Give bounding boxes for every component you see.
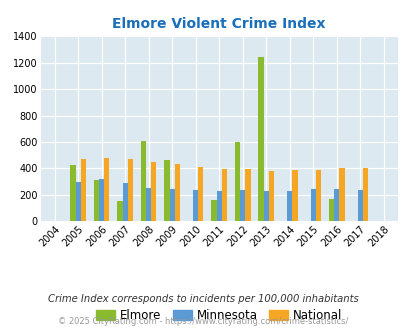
Bar (245, 169, 250, 221)
Bar (362, 168, 367, 221)
Title: Elmore Violent Crime Index: Elmore Violent Crime Index (112, 17, 325, 31)
Bar (268, 171, 273, 221)
Bar (286, 191, 292, 221)
Bar (216, 191, 221, 221)
Bar (221, 169, 226, 221)
Bar (328, 199, 333, 221)
Bar (128, 159, 133, 221)
Bar (339, 168, 344, 221)
Bar (122, 183, 128, 221)
Bar (117, 201, 122, 221)
Bar (70, 165, 75, 221)
Bar (141, 141, 146, 221)
Bar (292, 170, 297, 221)
Bar (75, 182, 81, 221)
Bar (234, 142, 240, 221)
Bar (146, 188, 151, 221)
Bar (211, 200, 216, 221)
Text: © 2025 CityRating.com - https://www.cityrating.com/crime-statistics/: © 2025 CityRating.com - https://www.city… (58, 317, 347, 326)
Bar (240, 190, 245, 221)
Legend: Elmore, Minnesota, National: Elmore, Minnesota, National (91, 305, 346, 327)
Bar (151, 162, 156, 221)
Bar (357, 190, 362, 221)
Bar (315, 170, 320, 221)
Bar (104, 158, 109, 221)
Bar (198, 167, 203, 221)
Bar (193, 190, 198, 221)
Bar (169, 189, 175, 221)
Bar (310, 189, 315, 221)
Bar (263, 191, 268, 221)
Bar (94, 180, 99, 221)
Text: Crime Index corresponds to incidents per 100,000 inhabitants: Crime Index corresponds to incidents per… (47, 294, 358, 304)
Bar (99, 179, 104, 221)
Bar (164, 160, 169, 221)
Bar (81, 159, 86, 221)
Bar (175, 164, 179, 221)
Bar (258, 57, 263, 221)
Bar (333, 189, 339, 221)
